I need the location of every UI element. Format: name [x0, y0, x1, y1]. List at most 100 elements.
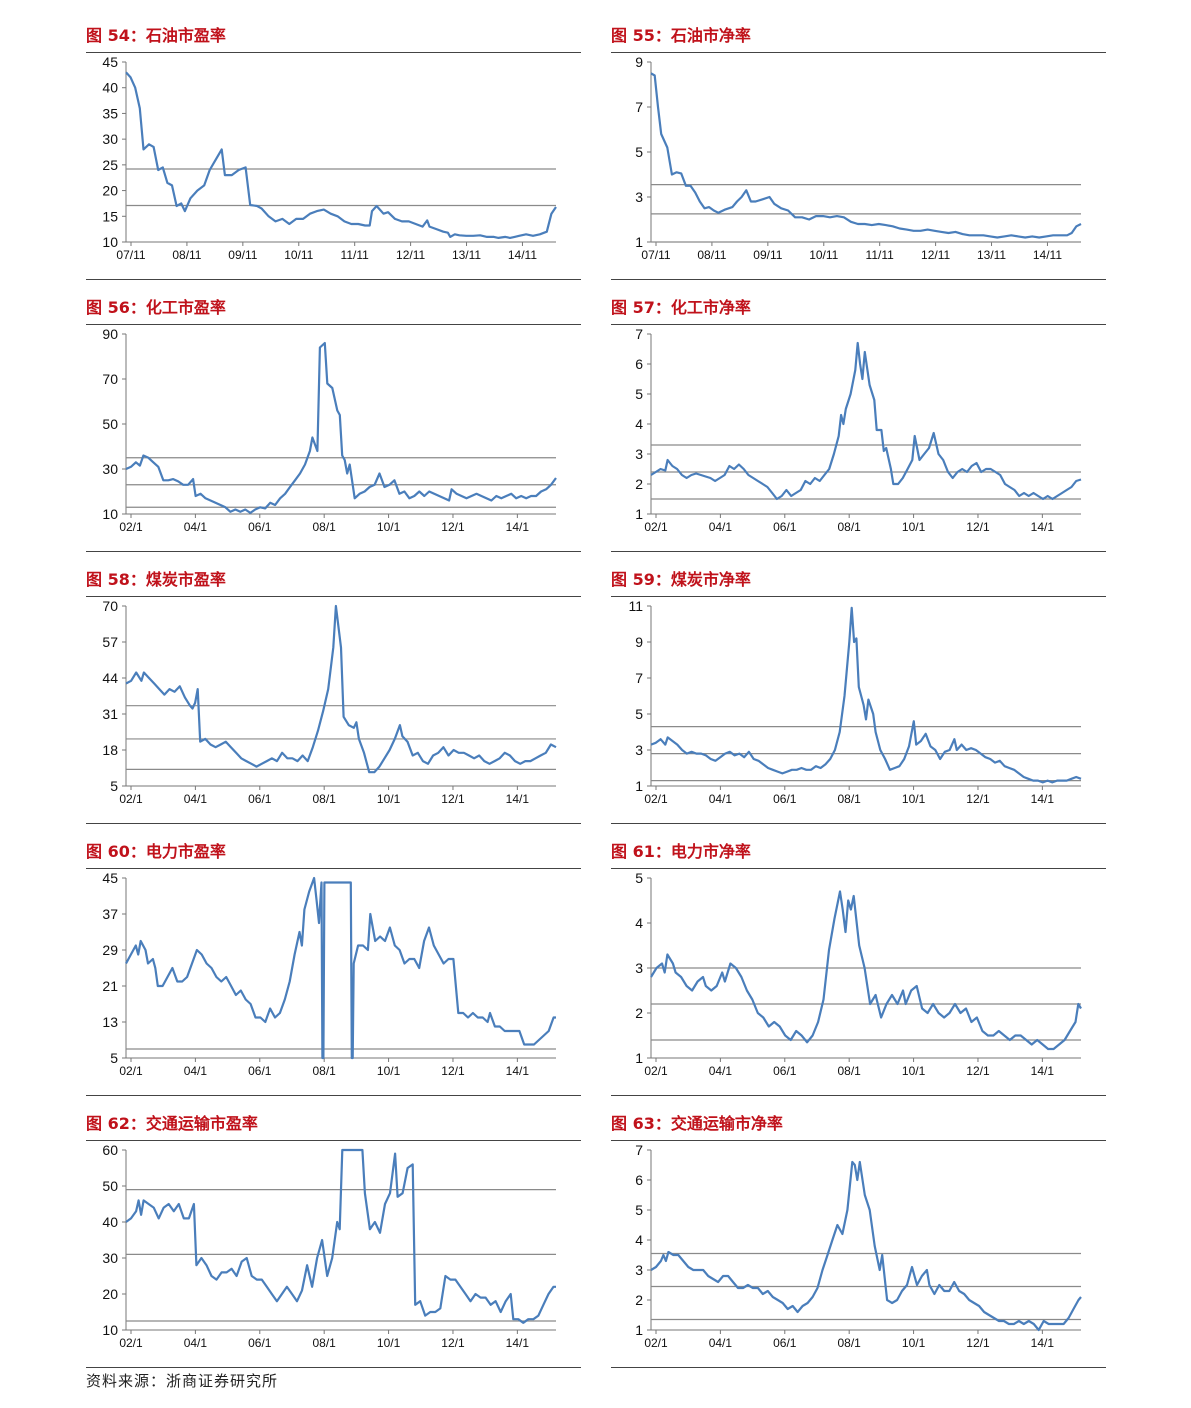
x-tick-label: 12/11	[921, 248, 950, 262]
y-tick-label: 1	[635, 1322, 643, 1338]
x-tick-label: 12/11	[396, 248, 425, 262]
x-tick-label: 08/11	[697, 248, 726, 262]
y-tick-label: 18	[102, 742, 118, 758]
x-tick-label: 07/11	[641, 248, 670, 262]
y-tick-label: 7	[635, 1142, 643, 1158]
y-tick-label: 3	[635, 960, 643, 976]
x-tick-label: 10/1	[377, 1336, 401, 1350]
x-tick-label: 12/1	[966, 1064, 990, 1078]
series-line	[650, 341, 1082, 501]
y-tick-label: 70	[102, 598, 118, 614]
y-tick-label: 20	[102, 183, 118, 199]
chart-title: 图 62：交通运输市盈率	[86, 1114, 258, 1133]
y-tick-label: 7	[635, 99, 643, 115]
y-tick-label: 20	[102, 1286, 118, 1302]
x-tick-label: 11/11	[341, 248, 370, 262]
chart-bottom-rule	[611, 551, 1106, 552]
y-tick-label: 5	[110, 1050, 118, 1066]
chart-title: 图 61：电力市净率	[611, 842, 751, 861]
chart-panel-c56: 图 56：化工市盈率 10 30 50 70 90 02/1 04/1 06/1 08/1 10/1…	[86, 280, 581, 552]
y-tick-label: 2	[635, 1005, 643, 1021]
series-line	[650, 606, 1082, 784]
x-tick-label: 10/11	[809, 248, 838, 262]
x-tick-label: 14/11	[508, 248, 537, 262]
y-tick-label: 30	[102, 461, 118, 477]
chart-title: 图 55：石油市净率	[611, 26, 751, 45]
x-tick-label: 02/1	[644, 520, 668, 534]
y-tick-label: 30	[102, 131, 118, 147]
x-tick-label: 10/11	[284, 248, 313, 262]
chart-svg: 1 2 3 4 5 6 7 02/1 04/1 06/1 08/1 10/1 12/1 14/1	[635, 1142, 1082, 1350]
series-line	[650, 1160, 1082, 1332]
y-tick-label: 2	[635, 476, 643, 492]
x-tick-label: 06/1	[248, 1064, 272, 1078]
series-line	[650, 890, 1082, 1051]
x-tick-label: 07/11	[116, 248, 145, 262]
x-tick-label: 04/1	[184, 792, 208, 806]
y-tick-label: 9	[635, 54, 643, 70]
x-tick-label: 14/1	[506, 520, 530, 534]
x-tick-label: 02/1	[644, 1336, 668, 1350]
x-tick-label: 04/1	[184, 1064, 208, 1078]
chart-panel-c62: 图 62：交通运输市盈率 10 20 30 40 50 60 02/1 04/1 06/1 08/1…	[86, 1096, 581, 1368]
y-tick-label: 5	[635, 386, 643, 402]
chart-title: 图 60：电力市盈率	[86, 842, 226, 861]
x-tick-label: 08/1	[313, 1064, 337, 1078]
x-tick-label: 02/1	[644, 1064, 668, 1078]
chart-top-rule	[611, 52, 1106, 53]
x-tick-label: 06/1	[248, 520, 272, 534]
x-tick-label: 08/1	[313, 1336, 337, 1350]
series-line	[125, 876, 556, 1060]
x-tick-label: 12/1	[966, 792, 990, 806]
chart-svg: 5 13 21 29 37 45 02/1 04/1 06/1 08/1 10/1 12/1 14/1	[102, 870, 556, 1078]
chart-top-rule	[611, 868, 1106, 869]
series-line	[125, 71, 557, 239]
chart-panel-c54: 图 54：石油市盈率 10 15 20 25 30 35 40 45 07/11 08/11 09/1…	[86, 8, 581, 280]
y-tick-label: 45	[102, 54, 118, 70]
y-tick-label: 50	[102, 416, 118, 432]
series-line	[650, 72, 1082, 239]
chart-top-rule	[611, 324, 1106, 325]
chart-svg: 1 3 5 7 9 07/11 08/11 09/11 10/11 11/11 12/11 13/11…	[635, 54, 1082, 262]
x-tick-label: 02/1	[119, 792, 143, 806]
x-tick-label: 14/1	[506, 1336, 530, 1350]
x-tick-label: 06/1	[773, 520, 797, 534]
chart-bottom-rule	[611, 1367, 1106, 1368]
x-tick-label: 02/1	[119, 1336, 143, 1350]
x-tick-label: 13/11	[452, 248, 481, 262]
chart-svg: 10 15 20 25 30 35 40 45 07/11 08/11 09/11 10/11 11/1…	[102, 54, 557, 262]
y-tick-label: 90	[102, 326, 118, 342]
chart-panel-c63: 图 63：交通运输市净率 1 2 3 4 5 6 7 02/1 04/1 06/1 08/1 10/1 1…	[611, 1096, 1106, 1368]
x-tick-label: 08/11	[172, 248, 201, 262]
chart-top-rule	[86, 868, 581, 869]
y-tick-label: 60	[102, 1142, 118, 1158]
x-tick-label: 04/1	[709, 520, 733, 534]
x-tick-label: 06/1	[773, 1336, 797, 1350]
x-tick-label: 14/11	[1033, 248, 1062, 262]
y-tick-label: 5	[635, 1202, 643, 1218]
chart-top-rule	[86, 596, 581, 597]
chart-top-rule	[611, 1140, 1106, 1141]
chart-panel-c57: 图 57：化工市净率 1 2 3 4 5 6 7 02/1 04/1 06/1 08/1 10/1 12/…	[611, 280, 1106, 552]
y-tick-label: 3	[635, 1262, 643, 1278]
chart-svg: 5 18 31 44 57 70 02/1 04/1 06/1 08/1 10/1 12/1 14/1	[102, 598, 557, 806]
x-tick-label: 04/1	[184, 520, 208, 534]
chart-bottom-rule	[86, 823, 581, 824]
y-tick-label: 45	[102, 870, 118, 886]
y-tick-label: 13	[102, 1014, 118, 1030]
series-line	[125, 341, 557, 514]
chart-svg: 1 2 3 4 5 6 7 02/1 04/1 06/1 08/1 10/1 12/1 14/1	[635, 326, 1082, 534]
y-tick-label: 6	[635, 356, 643, 372]
x-tick-label: 10/1	[902, 1336, 926, 1350]
x-tick-label: 12/1	[441, 1336, 465, 1350]
x-tick-label: 08/1	[838, 792, 862, 806]
x-tick-label: 02/1	[119, 1064, 143, 1078]
x-tick-label: 10/1	[902, 520, 926, 534]
chart-title: 图 58：煤炭市盈率	[86, 570, 226, 589]
x-tick-label: 10/1	[377, 520, 401, 534]
y-tick-label: 11	[628, 598, 643, 614]
x-tick-label: 02/1	[644, 792, 668, 806]
y-tick-label: 29	[102, 942, 118, 958]
y-tick-label: 1	[635, 234, 643, 250]
chart-title: 图 59：煤炭市净率	[611, 570, 751, 589]
